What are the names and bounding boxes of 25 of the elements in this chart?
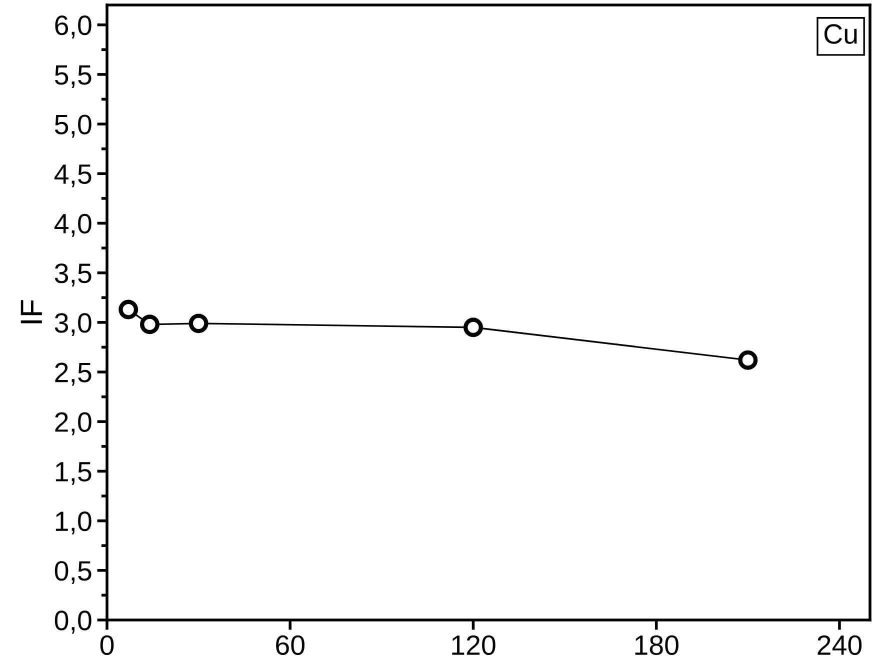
y-tick-label: 3,0 [54, 313, 92, 336]
point [140, 314, 160, 334]
x-tick-label: 180 [635, 635, 678, 655]
y-tick-label: 0,5 [54, 561, 92, 584]
y-tick-label: 2,0 [55, 412, 92, 436]
y-axis-title: IF [20, 300, 42, 324]
y-tick-label: 5,0 [54, 114, 92, 138]
y-tick-label: 2,5 [55, 362, 92, 386]
y-tick-label: 1,0 [56, 511, 92, 534]
point [118, 300, 138, 320]
point [738, 350, 758, 370]
y-tick-label: 6,0 [55, 16, 92, 38]
y-tick-label: 1,5 [56, 462, 92, 485]
x-tick-label: 0 [100, 635, 114, 655]
x-tick-label: 240 [818, 635, 862, 655]
y-tick-label: 4,0 [54, 214, 92, 237]
y-tick-label: 5,5 [54, 65, 92, 88]
x-tick-label: 60 [276, 635, 304, 655]
annotation: Cu [824, 24, 857, 44]
point [464, 318, 483, 338]
y-tick-label: 3,5 [54, 263, 92, 286]
x-tick-label: 120 [452, 635, 496, 655]
y-tick-label: 4,5 [54, 164, 92, 188]
point [188, 314, 208, 334]
y-tick-label: 0,0 [54, 610, 92, 634]
